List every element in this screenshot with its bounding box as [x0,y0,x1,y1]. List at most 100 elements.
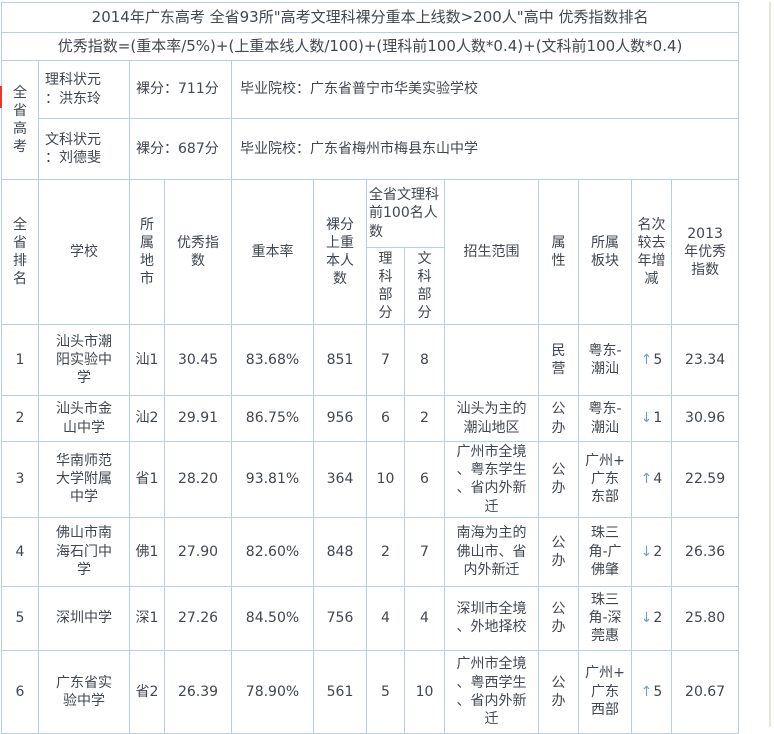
cell-index: 30.45 [164,324,232,396]
cell-science-top100: 5 [366,649,405,734]
rank-change-value: 2 [653,543,663,560]
school-name-text: 广东省实验中学 [56,674,112,709]
arts-champion-school: 毕业院校：广东省梅州市梅县东山中学 [230,118,740,180]
school-name-text: 汕头市潮阳实验中学 [56,333,112,387]
right-edge-strip [769,2,771,727]
champions-label-text: 全省高考 [12,84,27,156]
page-title: 2014年广东高考 全省93所"高考文理科裸分重本上线数>200人"高中 优秀指… [0,2,740,33]
block-text: 粤东-潮汕 [588,342,622,377]
block-text: 珠三角-广佛肇 [588,525,622,578]
cell-arts-top100: 6 [404,441,445,518]
cell-arts-top100: 7 [404,516,445,587]
formula-row: 优秀指数=(重本率/5%)+(上重本线人数/100)+(理科前100人数*0.4… [0,32,740,61]
header-rank-change-text: 名次较去年增减 [637,216,666,288]
cell-attribute: 公办 [538,585,579,651]
science-champion-school: 毕业院校：广东省普宁市华美实验学校 [230,60,740,119]
science-champion-name-text: 理科状元：洪东玲 [45,72,101,107]
science-champion-row: 全省高考 理科状元：洪东玲 裸分：711分 毕业院校：广东省普宁市华美实验学校 [1,60,740,180]
header-index-2013: 2013年优秀指数 [670,179,740,325]
cell-index-2013: 26.36 [670,516,740,587]
cell-rank: 1 [1,324,39,396]
rank-change-value: 5 [653,351,663,368]
cell-online: 561 [313,649,367,734]
cell-city: 省1 [129,441,165,518]
cell-school: 广东省实验中学 [38,649,130,734]
cell-block: 珠三角-深莞惠 [578,585,632,651]
cell-rank-change: ↓2 [631,585,672,651]
cell-index: 26.39 [164,649,232,734]
cell-science-top100: 7 [366,324,405,396]
cell-online: 956 [313,395,367,442]
cell-attribute: 公办 [538,395,579,442]
header-arts-part: 文科部分 [404,247,445,325]
cell-school: 深圳中学 [38,585,130,651]
cell-scope: 深圳市全境、外地择校 [444,585,539,651]
rank-change-arrow: ↓ [640,410,653,427]
cell-rank-change: ↓1 [631,395,672,442]
cell-index-2013: 30.96 [670,395,740,442]
cell-index: 28.20 [164,441,232,518]
header-rank: 全省排名 [1,179,39,325]
cell-scope [444,324,539,396]
cell-rate: 83.68% [231,324,314,396]
cell-index: 29.91 [164,395,232,442]
cell-scope: 广州市全境、粤西学生、省内外新迁 [444,649,539,734]
cell-rate: 93.81% [231,441,314,518]
scope-text: 深圳市全境、外地择校 [456,601,527,636]
cell-block: 广州+广东东部 [578,441,632,518]
cell-rank-change: ↑5 [631,649,672,734]
block-text: 粤东-潮汕 [588,401,622,436]
school-name-text: 深圳中学 [56,610,112,627]
table-row: 3 华南师范大学附属中学 省1 28.20 93.81% 364 10 6 广州… [1,441,740,518]
champions-section-label: 全省高考 [1,60,39,180]
cell-school: 佛山市南海石门中学 [38,516,130,587]
cell-attribute: 民营 [538,324,579,396]
cell-online: 756 [313,585,367,651]
cell-index-2013: 20.67 [670,649,740,734]
school-name-text: 佛山市南海石门中学 [56,525,112,578]
table-row: 5 深圳中学 深1 27.26 84.50% 756 4 4 深圳市全境、外地择… [1,585,740,651]
index-formula: 优秀指数=(重本率/5%)+(上重本线人数/100)+(理科前100人数*0.4… [0,32,740,61]
cell-attribute: 公办 [538,441,579,518]
cell-arts-top100: 8 [404,324,445,396]
cell-city: 佛1 [129,516,165,587]
cell-rate: 78.90% [231,649,314,734]
cell-index-2013: 25.80 [670,585,740,651]
header-science-part-text: 理科部分 [378,250,393,322]
table-row: 1 汕头市潮阳实验中学 汕1 30.45 83.68% 851 7 8 民营 粤… [1,324,740,396]
header-naked-online: 裸分上重本人数 [313,179,367,325]
cell-city: 深1 [129,585,165,651]
scope-text: 南海为主的佛山市、省内外新迁 [456,525,527,578]
header-block: 所属板块 [578,179,632,325]
header-block-text: 所属板块 [590,234,619,269]
cell-science-top100: 4 [366,585,405,651]
cell-rank-change: ↑5 [631,324,672,396]
header-naked-online-text: 裸分上重本人数 [325,216,354,288]
cell-school: 华南师范大学附属中学 [38,441,130,518]
attribute-text: 公办 [551,674,566,709]
cell-rate: 84.50% [231,585,314,651]
block-text: 珠三角-深莞惠 [588,591,622,645]
scope-text: 广州市全境、粤西学生、省内外新迁 [456,656,527,727]
cell-rank-change: ↓2 [631,516,672,587]
cell-city: 汕2 [129,395,165,442]
cell-rank: 3 [1,441,39,518]
attribute-text: 公办 [551,601,566,636]
cell-block: 粤东-潮汕 [578,324,632,396]
cell-attribute: 公办 [538,516,579,587]
arts-champion-row: 文科状元：刘德斐 裸分：687分 毕业院校：广东省梅州市梅县东山中学 [2,118,740,180]
header-index-2013-text: 2013年优秀指数 [684,225,727,279]
cell-school: 汕头市潮阳实验中学 [38,324,130,396]
rank-change-value: 2 [653,610,663,627]
table-row: 4 佛山市南海石门中学 佛1 27.90 82.60% 848 2 7 南海为主… [1,516,740,587]
rank-change-arrow: ↑ [640,351,653,368]
header-scope: 招生范围 [444,179,539,325]
cell-city: 省2 [129,649,165,734]
block-text: 广州+广东东部 [585,453,625,506]
header-top100: 全省文理科前100名人数 [366,179,445,248]
scope-text: 汕头为主的潮汕地区 [456,401,527,436]
scope-text: 广州市全境、粤东学生、省内外新迁 [456,444,527,515]
cell-index-2013: 23.34 [670,324,740,396]
cell-school: 汕头市金山中学 [38,395,130,442]
cell-block: 广州+广东西部 [578,649,632,734]
